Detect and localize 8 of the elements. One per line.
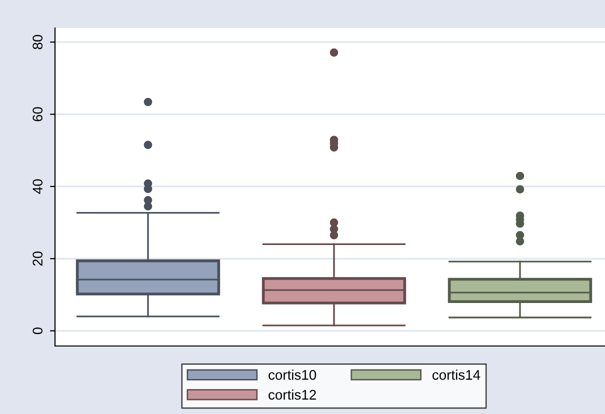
y-tick-label: 0	[32, 328, 43, 334]
y-tick-label: 40	[32, 179, 43, 194]
legend-label: cortis10	[268, 370, 316, 380]
legend-label: cortis12	[268, 390, 316, 400]
y-tick-label: 80	[32, 34, 43, 50]
y-tick-label: 60	[32, 107, 43, 122]
y-tick-label: 20	[32, 251, 43, 266]
legend-label: cortis14	[432, 370, 480, 380]
